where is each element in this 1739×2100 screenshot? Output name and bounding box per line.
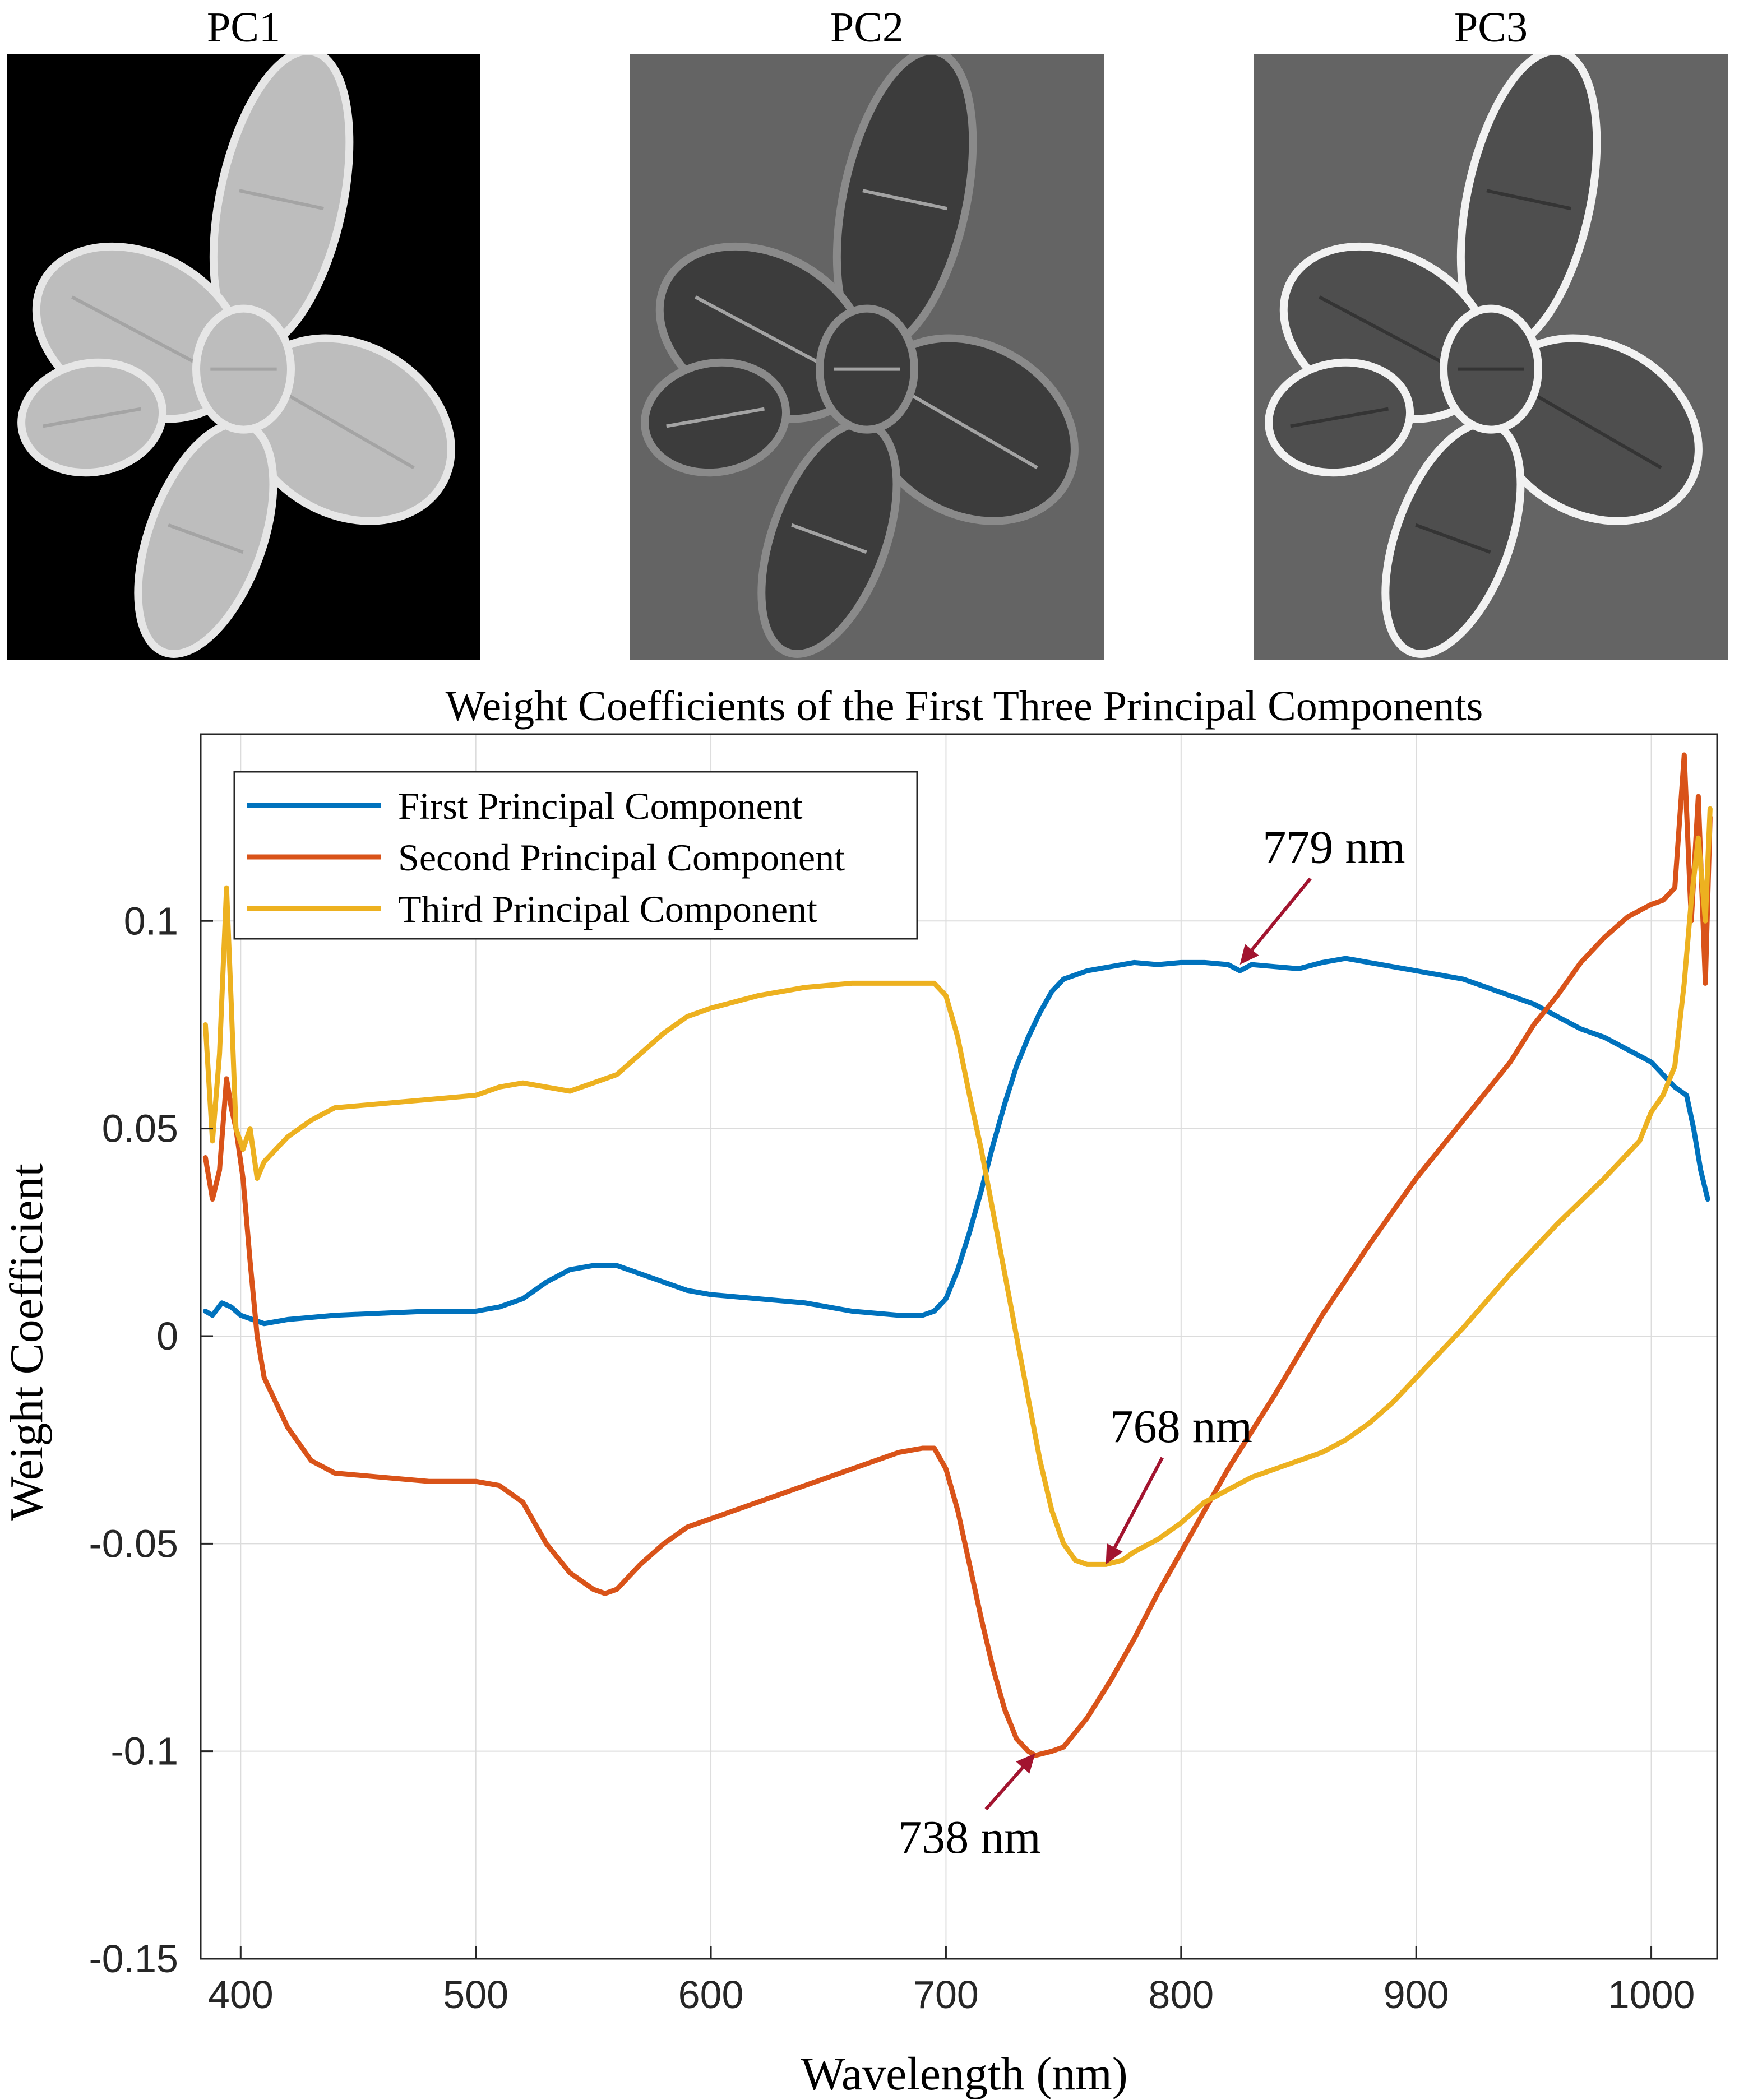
plant-image xyxy=(17,54,455,658)
x-tick-label: 700 xyxy=(913,1973,979,2016)
panel-pc2: PC2 xyxy=(630,4,1104,660)
x-axis-label: Wavelength (nm) xyxy=(801,2048,1127,2100)
y-tick-label: -0.05 xyxy=(89,1522,178,1565)
y-tick-label: 0.1 xyxy=(124,899,178,943)
x-tick-label: 600 xyxy=(678,1973,744,2016)
y-tick-label: -0.1 xyxy=(110,1730,178,1773)
series-line-3 xyxy=(202,806,1713,1567)
annotation-label: 768 nm xyxy=(1110,1401,1252,1453)
leaf-vein xyxy=(666,407,765,428)
annotations: 779 nm 768 nm 738 nm xyxy=(898,822,1405,1864)
leaf-vein xyxy=(168,523,244,554)
leaf-vein xyxy=(695,295,831,370)
y-tick-label: 0.05 xyxy=(102,1107,178,1151)
x-tick-label: 900 xyxy=(1384,1973,1449,2016)
annotation-label: 738 nm xyxy=(898,1811,1040,1863)
leaf-vein xyxy=(791,523,867,554)
plant-image xyxy=(641,54,1079,658)
leaf-vein xyxy=(281,390,415,470)
leaf-vein xyxy=(1486,189,1571,211)
leaf-vein xyxy=(43,407,141,428)
weight-coefficient-chart: Weight Coefficients of the First Three P… xyxy=(1,683,1718,2100)
leaf-vein xyxy=(1319,295,1455,370)
series-line-2 xyxy=(202,752,1713,1758)
annotation-arrow-head xyxy=(1239,944,1259,965)
panel-title: PC3 xyxy=(1454,4,1528,51)
principal-component-images: PC1 PC2 PC3 xyxy=(7,4,1728,660)
leaf-vein xyxy=(71,295,208,370)
x-tick-label: 800 xyxy=(1148,1973,1214,2016)
x-tick-label: 500 xyxy=(443,1973,508,2016)
annotation-arrow-shaft xyxy=(1113,1457,1164,1549)
panel-title: PC1 xyxy=(207,4,280,51)
leaf-vein xyxy=(862,189,947,211)
axis-ticks: 400 500 600 700 800 900 1000 -0.15 -0.1 -0.05 0 0.0… xyxy=(89,899,1695,2016)
y-tick-label: -0.15 xyxy=(89,1937,178,1981)
legend-entry: Third Principal Component xyxy=(398,888,817,930)
annotation-arrow-head xyxy=(1016,1753,1035,1774)
annotation-arrow-head xyxy=(1106,1543,1123,1565)
panel-pc1: PC1 xyxy=(7,4,480,660)
series-lines xyxy=(202,752,1713,1758)
y-tick-label: 0 xyxy=(156,1314,178,1358)
leaf-vein xyxy=(1290,407,1389,428)
annotation-arrow-shaft xyxy=(1250,877,1312,951)
leaf-vein xyxy=(904,390,1038,470)
x-tick-label: 400 xyxy=(208,1973,274,2016)
panel-title: PC2 xyxy=(830,4,904,51)
chart-title: Weight Coefficients of the First Three P… xyxy=(446,683,1483,730)
panel-pc3: PC3 xyxy=(1254,4,1728,660)
legend-entry: First Principal Component xyxy=(398,785,803,827)
series-line-1 xyxy=(202,956,1710,1327)
legend-entry: Second Principal Component xyxy=(398,836,845,879)
leaf-vein xyxy=(1415,523,1491,554)
leaf-vein xyxy=(239,189,324,211)
y-axis-label: Weight Coefficient xyxy=(1,1163,53,1521)
axes-box xyxy=(200,733,1718,1960)
x-tick-label: 1000 xyxy=(1608,1973,1695,2016)
legend: First Principal Component Second Principa… xyxy=(233,771,918,940)
annotation-arrow-shaft xyxy=(984,1766,1024,1811)
leaf-vein xyxy=(1528,390,1662,470)
plant-image xyxy=(1265,54,1703,658)
annotation-label: 779 nm xyxy=(1262,822,1405,874)
